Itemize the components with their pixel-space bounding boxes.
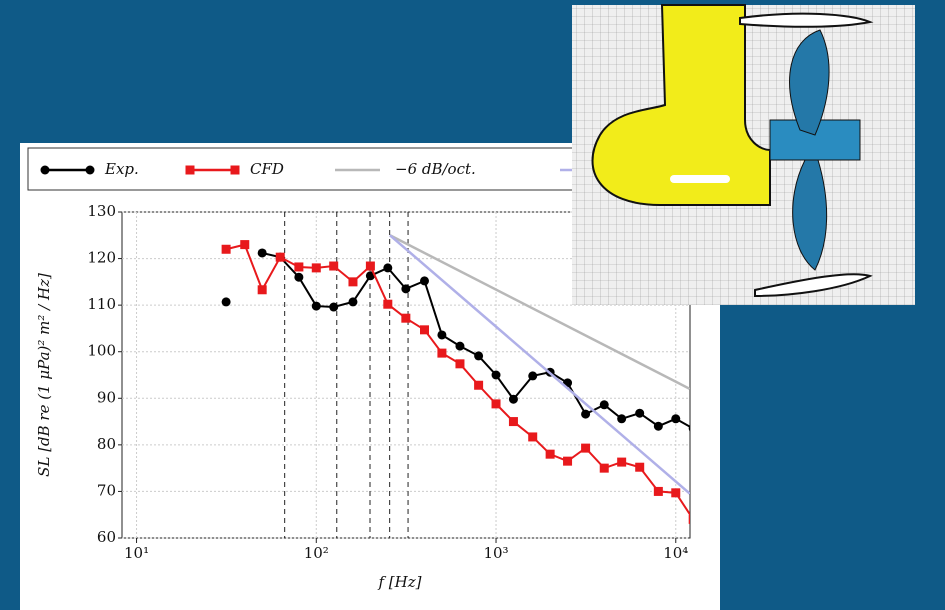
point: [348, 297, 357, 306]
point: [366, 262, 375, 271]
y-tick-label: 100: [87, 342, 116, 360]
point: [635, 409, 644, 418]
propeller-image: [572, 5, 915, 305]
point: [258, 248, 267, 257]
x-axis-label: f [Hz]: [377, 573, 421, 591]
point: [240, 240, 249, 249]
y-tick-label: 80: [97, 435, 116, 453]
point: [600, 400, 609, 409]
point: [617, 458, 626, 467]
point: [383, 300, 392, 309]
point: [492, 371, 501, 380]
point: [437, 330, 446, 339]
x-tick-label: 10³: [483, 544, 508, 562]
point: [635, 463, 644, 472]
point: [294, 273, 303, 282]
point: [474, 351, 483, 360]
y-tick-label: 110: [87, 295, 116, 313]
point: [671, 488, 680, 497]
legend-label: CFD: [250, 160, 284, 178]
legend-swatch: [41, 166, 50, 175]
point: [617, 414, 626, 423]
point: [563, 457, 572, 466]
point: [329, 303, 338, 312]
slide: f [Hz] SL [dB re (1 μPa)² m² / Hz] 60 70 8…: [0, 0, 945, 610]
point: [581, 410, 590, 419]
point: [222, 297, 231, 306]
legend-swatch: [231, 166, 240, 175]
y-tick-label: 70: [97, 481, 116, 499]
point: [509, 417, 518, 426]
point: [276, 253, 285, 262]
point: [455, 359, 464, 368]
point: [222, 245, 231, 254]
y-tick-label: 120: [87, 249, 116, 267]
x-tick-label: 10²: [304, 544, 329, 562]
point: [528, 371, 537, 380]
point: [312, 263, 321, 272]
y-tick-label: 60: [97, 528, 116, 546]
legend-swatch: [186, 166, 195, 175]
point: [654, 487, 663, 496]
point: [312, 302, 321, 311]
legend-label: −6 dB/oct.: [395, 160, 476, 178]
y-tick-label: 90: [97, 388, 116, 406]
point: [671, 414, 680, 423]
point: [474, 381, 483, 390]
point: [401, 314, 410, 323]
legend-label: Exp.: [104, 160, 139, 178]
x-tick-label: 10⁴: [663, 544, 688, 562]
point: [329, 262, 338, 271]
point: [600, 464, 609, 473]
x-tick-label: 10¹: [124, 544, 149, 562]
point: [528, 432, 537, 441]
point: [420, 325, 429, 334]
point: [294, 262, 303, 271]
point: [654, 422, 663, 431]
point: [581, 444, 590, 453]
point: [437, 349, 446, 358]
point: [401, 284, 410, 293]
point: [258, 285, 267, 294]
y-tick-label: 130: [87, 202, 116, 220]
legend-swatch: [86, 166, 95, 175]
point: [383, 263, 392, 272]
point: [509, 395, 518, 404]
point: [420, 276, 429, 285]
point: [546, 450, 555, 459]
point: [492, 399, 501, 408]
point: [455, 342, 464, 351]
point: [348, 277, 357, 286]
y-axis-label: SL [dB re (1 μPa)² m² / Hz]: [35, 273, 53, 477]
